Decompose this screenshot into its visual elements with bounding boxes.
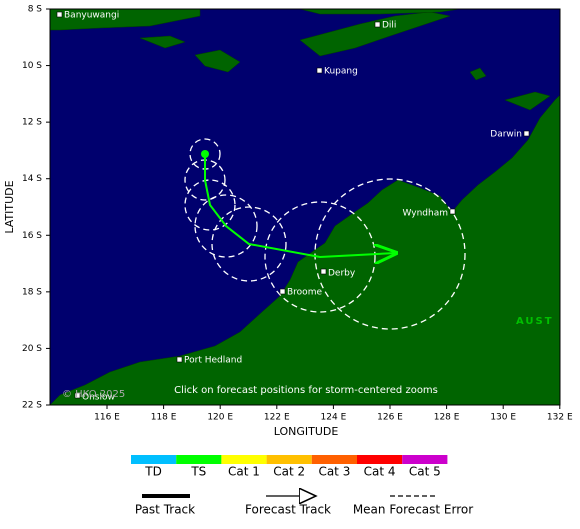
category-swatch	[131, 455, 177, 464]
legend: TD TS Cat 1 Cat 2 Cat 3 Cat 4 Cat 5	[131, 455, 448, 479]
category-label: Cat 1	[228, 465, 260, 479]
lat-label: 8 S	[28, 5, 43, 15]
lon-label: 122 E	[264, 413, 290, 423]
lon-label: 132 E	[547, 413, 573, 423]
legend-item: Past Track	[135, 503, 195, 517]
place-label: Port Hedland	[184, 356, 242, 366]
instruction: Click on forecast positions for storm-ce…	[174, 385, 438, 396]
lon-label: 124 E	[321, 413, 347, 423]
lon-label: 126 E	[377, 413, 403, 423]
lon-label: 116 E	[94, 413, 120, 423]
lon-label: 120 E	[207, 413, 233, 423]
x-axis-title: LONGITUDE	[274, 425, 339, 438]
forecast-track	[204, 154, 396, 257]
lat-label: 10 S	[22, 61, 42, 71]
category-label: Cat 5	[409, 465, 441, 479]
lon-label: 128 E	[434, 413, 460, 423]
lon-label: 130 E	[490, 413, 516, 423]
y-axis-title: LATITUDE	[3, 180, 16, 233]
legend-item: Mean Forecast Error	[353, 503, 473, 517]
category-swatch	[357, 455, 403, 464]
category-swatch	[176, 455, 222, 464]
place-label: Derby	[328, 269, 356, 279]
category-swatch	[311, 455, 357, 464]
lat-label: 12 S	[22, 118, 42, 128]
map: Banyuwangi Dili Kupang Darwin Wyndham De…	[50, 9, 560, 405]
map-frame	[49, 8, 561, 406]
place-label: Onslow	[82, 393, 115, 403]
legend-item: Forecast Track	[245, 503, 331, 517]
land	[50, 9, 560, 405]
category-swatch	[402, 455, 448, 464]
category-label: TD	[144, 465, 162, 479]
lat-label: 18 S	[22, 287, 42, 297]
place-label: Kupang	[324, 67, 358, 77]
place-label: Dili	[382, 21, 396, 31]
place-label: Wyndham	[403, 209, 448, 219]
category-swatch	[266, 455, 312, 464]
category-label: Cat 4	[364, 465, 396, 479]
place-markers	[56, 11, 530, 399]
lat-label: 16 S	[22, 231, 42, 241]
category-label: TS	[190, 465, 206, 479]
region-label: AUST	[516, 316, 554, 327]
lat-label: 20 S	[22, 344, 42, 354]
lat-label: 14 S	[22, 174, 42, 184]
place-label: Broome	[287, 288, 322, 298]
place-label: Banyuwangi	[64, 11, 119, 21]
credit: © HKO 2025	[62, 389, 125, 400]
lat-label: 22 S	[22, 400, 42, 410]
current-position[interactable]	[201, 150, 209, 158]
category-label: Cat 2	[273, 465, 305, 479]
axis-ticks: 8 S 10 S 12 S 14 S 16 S 18 S 20 S 22 S 116 E 118 …	[22, 5, 573, 423]
place-label: Darwin	[490, 130, 522, 140]
category-swatch	[221, 455, 267, 464]
category-label: Cat 3	[318, 465, 350, 479]
lon-label: 118 E	[151, 413, 177, 423]
